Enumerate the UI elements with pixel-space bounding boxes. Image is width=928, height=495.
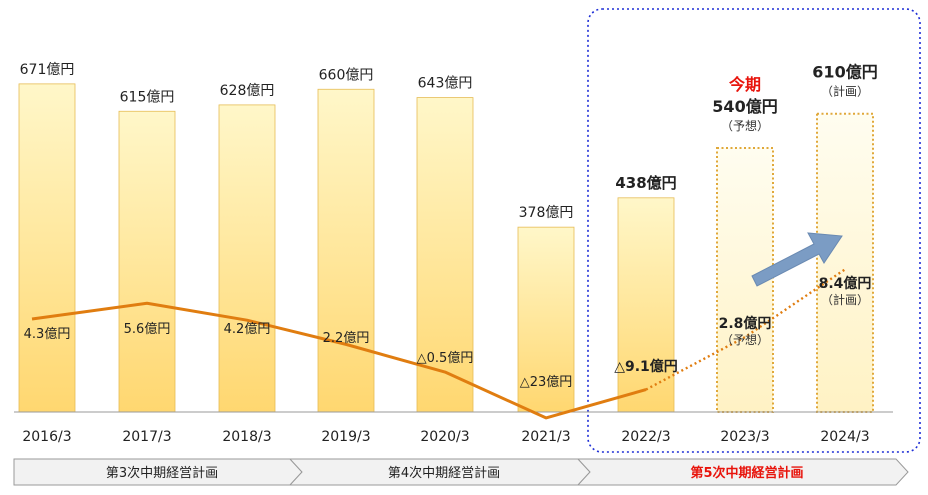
current-period-label: 今期 [728, 75, 761, 94]
profit-line-actual [31, 301, 647, 420]
sales-value-label: 615億円 [120, 89, 175, 105]
x-tick-label: 2023/3 [720, 429, 769, 445]
profit-value-label: △23億円 [520, 374, 573, 390]
plan-label: 第5次中期経営計画 [690, 465, 803, 481]
sales-value-label: 438億円 [615, 174, 676, 192]
sales-bar [218, 104, 276, 413]
profit-value-label: 4.3億円 [24, 326, 71, 342]
x-tick-label: 2020/3 [420, 429, 469, 445]
sales-value-label: 540億円 [712, 97, 777, 116]
growth-arrow [751, 232, 843, 287]
sales-value-label: 660億円 [319, 67, 374, 83]
x-tick-label: 2016/3 [22, 429, 71, 445]
plan-chevron [576, 458, 909, 486]
sales-bar [317, 88, 375, 413]
profit-value-label: 8.4億円 [819, 275, 872, 292]
sales-value-label: 628億円 [220, 83, 275, 99]
x-tick-label: 2022/3 [621, 429, 670, 445]
sales-bar [18, 83, 76, 413]
plan-5-box [587, 8, 921, 453]
sales-value-label: 671億円 [20, 62, 75, 78]
plan-label: 第4次中期経営計画 [388, 465, 500, 481]
sales-bar [816, 112, 874, 414]
x-tick-label: 2018/3 [222, 429, 271, 445]
x-tick-label: 2017/3 [122, 429, 171, 445]
profit-value-label: 2.8億円 [719, 315, 772, 332]
sales-value-label: 378億円 [519, 205, 574, 221]
x-tick-label: 2021/3 [521, 429, 570, 445]
x-tick-label: 2019/3 [321, 429, 370, 445]
sales-value-label: 643億円 [418, 76, 473, 92]
sales-bar [118, 110, 176, 413]
plan-note: （計画） [821, 84, 869, 99]
sales-bar [517, 226, 575, 413]
plan-label: 第3次中期経営計画 [106, 465, 218, 481]
profit-value-label: 5.6億円 [124, 321, 171, 337]
sales-bar [416, 97, 474, 413]
forecast-note: （予想） [721, 118, 769, 133]
plan-note: （計画） [821, 292, 869, 307]
x-tick-label: 2024/3 [820, 429, 869, 445]
sales-value-label: 610億円 [812, 63, 877, 82]
profit-value-label: 2.2億円 [323, 330, 370, 346]
profit-value-label: △9.1億円 [614, 358, 678, 375]
profit-value-label: 4.2億円 [224, 321, 271, 337]
forecast-note: （予想） [721, 332, 769, 347]
profit-value-label: △0.5億円 [417, 350, 474, 366]
